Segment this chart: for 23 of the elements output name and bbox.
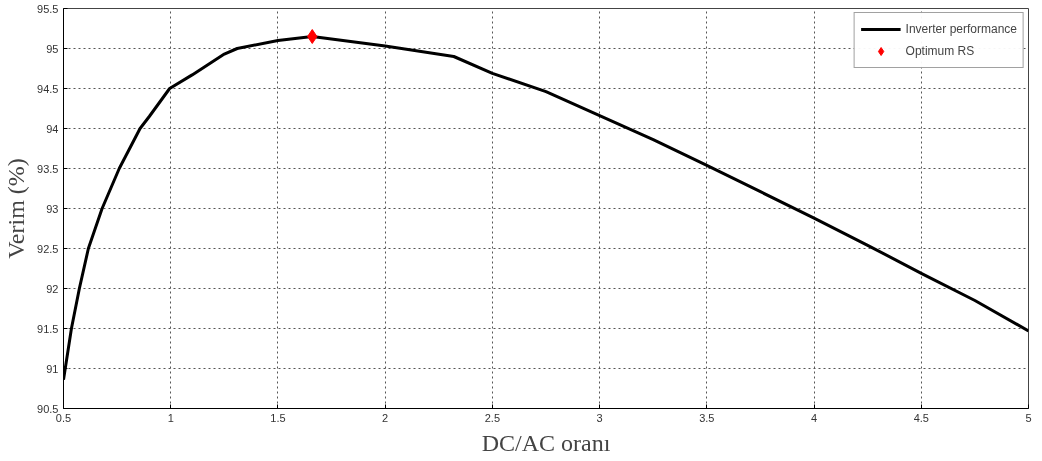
x-tick-label: 3 [596,411,603,424]
x-tick-label: 1.5 [270,411,286,424]
y-tick-label: 95.5 [37,2,59,15]
y-axis-title: Verim (%) [3,158,30,259]
y-tick-label: 93.5 [37,162,59,175]
x-tick-label: 5 [1025,411,1032,424]
x-tick-label: 4 [811,411,818,424]
x-tick-label: 3.5 [699,411,715,424]
x-tick-label: 4.5 [913,411,929,424]
x-tick-label: 1 [167,411,174,424]
legend-label: Optimum RS [905,44,975,58]
y-tick-label: 94 [46,122,59,135]
y-tick-label: 92.5 [37,242,59,255]
x-tick-label: 2 [382,411,389,424]
legend-label: Inverter performance [905,22,1017,36]
y-tick-label: 93 [46,202,59,215]
y-tick-label: 92 [46,282,59,295]
y-tick-label: 91 [46,362,59,375]
y-tick-label: 94.5 [37,82,59,95]
y-tick-label: 95 [46,42,59,55]
x-tick-label: 2.5 [484,411,501,424]
x-axis-title: DC/AC oranı [481,429,611,456]
y-tick-label: 91.5 [37,322,59,335]
